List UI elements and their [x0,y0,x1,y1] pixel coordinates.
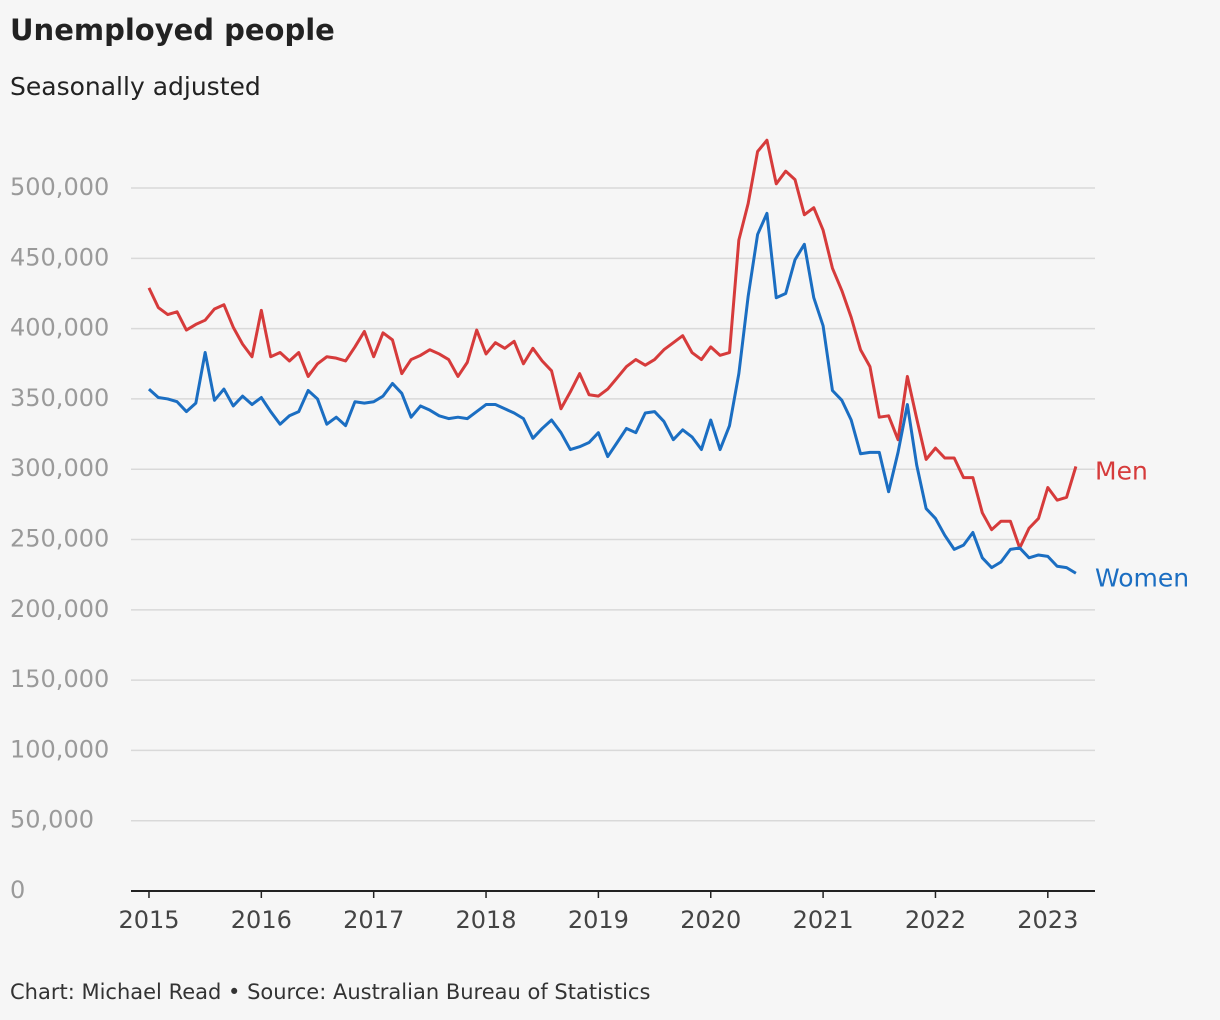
x-tick-label: 2022 [905,906,966,934]
y-tick-label: 200,000 [10,595,109,623]
series-line [147,138,1078,550]
x-tick-label: 2017 [343,906,404,934]
y-tick-label: 450,000 [10,243,109,271]
source-note: Chart: Michael Read • Source: Australian… [10,980,650,1004]
y-tick-label: 350,000 [10,384,109,412]
x-tick-label: 2015 [118,906,179,934]
y-tick-label: 100,000 [10,735,109,763]
y-tick-label: 50,000 [10,806,94,834]
series-line [147,211,1077,575]
chart-subtitle: Seasonally adjusted [10,72,261,101]
series-label: Men [1095,456,1148,485]
y-tick-label: 400,000 [10,314,109,342]
y-tick-label: 150,000 [10,665,109,693]
y-tick-label: 300,000 [10,454,109,482]
x-tick-label: 2021 [793,906,854,934]
x-tick-label: 2019 [568,906,629,934]
x-tick-label: 2020 [680,906,741,934]
x-tick-label: 2016 [231,906,292,934]
x-tick-label: 2023 [1017,906,1078,934]
y-tick-label: 0 [10,876,25,904]
x-tick-label: 2018 [456,906,517,934]
y-tick-label: 250,000 [10,525,109,553]
y-tick-label: 500,000 [10,173,109,201]
chart-title: Unemployed people [10,13,335,47]
series-label: Women [1095,563,1189,592]
